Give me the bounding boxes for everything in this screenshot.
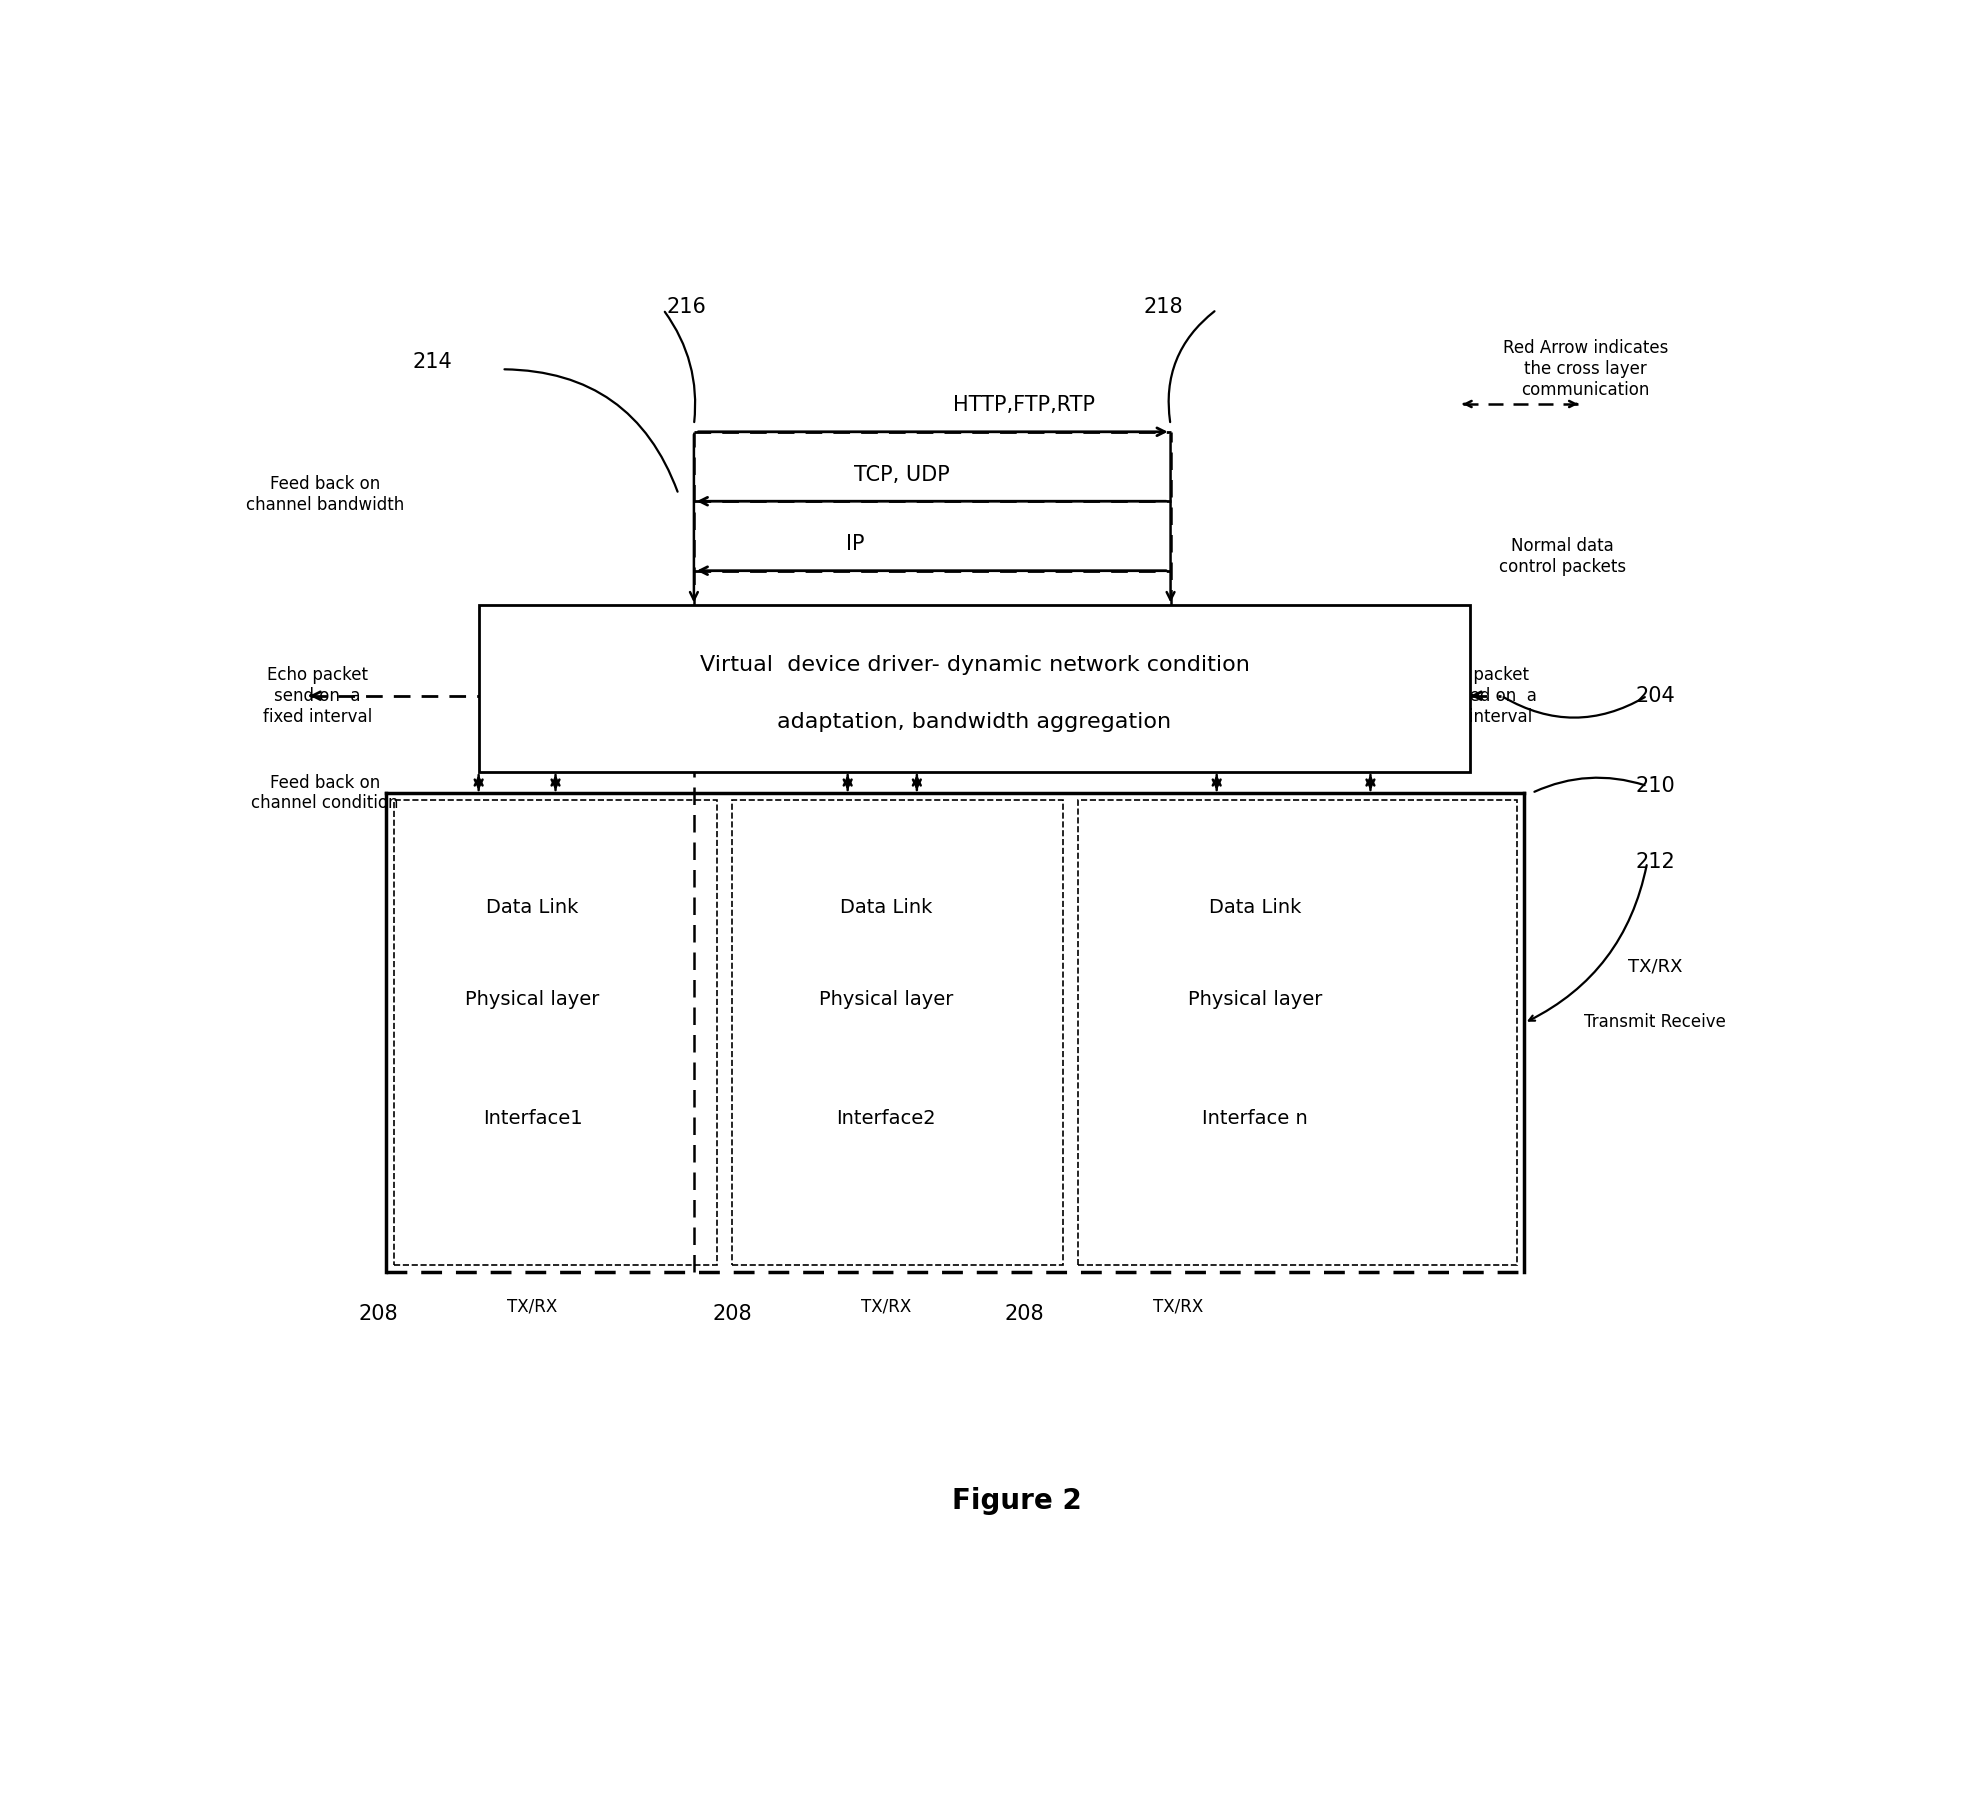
Text: Interface n: Interface n	[1202, 1109, 1307, 1128]
Text: TX/RX: TX/RX	[508, 1297, 558, 1315]
Text: Data Link: Data Link	[486, 898, 579, 918]
Text: TX/RX: TX/RX	[861, 1297, 911, 1315]
Text: Physical layer: Physical layer	[819, 990, 952, 1008]
FancyBboxPatch shape	[478, 606, 1470, 772]
Text: 212: 212	[1635, 853, 1674, 873]
Text: 208: 208	[712, 1304, 752, 1324]
Text: Transmit Receive: Transmit Receive	[1583, 1014, 1726, 1032]
Text: 218: 218	[1143, 298, 1182, 318]
Text: Figure 2: Figure 2	[952, 1486, 1081, 1515]
Text: Virtual  device driver- dynamic network condition: Virtual device driver- dynamic network c…	[700, 655, 1250, 675]
Text: Physical layer: Physical layer	[466, 990, 599, 1008]
Text: 216: 216	[667, 298, 706, 318]
Text: Data Link: Data Link	[839, 898, 932, 918]
Text: 210: 210	[1635, 776, 1674, 796]
Text: IP: IP	[845, 534, 865, 554]
Text: Feed back on
channel condition: Feed back on channel condition	[252, 774, 399, 812]
Text: 214: 214	[413, 352, 452, 372]
Text: 208: 208	[359, 1304, 399, 1324]
Text: Interface1: Interface1	[482, 1109, 581, 1128]
Text: Echo packet
received on  a
fixed interval: Echo packet received on a fixed interval	[1419, 666, 1538, 725]
Text: Normal data
control packets: Normal data control packets	[1500, 538, 1627, 575]
Text: Echo packet
send on  a
fixed interval: Echo packet send on a fixed interval	[262, 666, 371, 725]
Text: Data Link: Data Link	[1208, 898, 1302, 918]
Text: Interface2: Interface2	[837, 1109, 936, 1128]
Text: TX/RX: TX/RX	[1153, 1297, 1204, 1315]
Text: Physical layer: Physical layer	[1188, 990, 1321, 1008]
Text: HTTP,FTP,RTP: HTTP,FTP,RTP	[954, 395, 1095, 415]
Text: 204: 204	[1635, 686, 1674, 705]
Text: Feed back on
channel bandwidth: Feed back on channel bandwidth	[246, 474, 405, 514]
Text: adaptation, bandwidth aggregation: adaptation, bandwidth aggregation	[778, 713, 1173, 732]
Text: TX/RX: TX/RX	[1627, 958, 1682, 976]
Text: Red Arrow indicates
the cross layer
communication: Red Arrow indicates the cross layer comm…	[1504, 339, 1669, 399]
Text: 208: 208	[1004, 1304, 1044, 1324]
Text: TCP, UDP: TCP, UDP	[853, 465, 950, 485]
